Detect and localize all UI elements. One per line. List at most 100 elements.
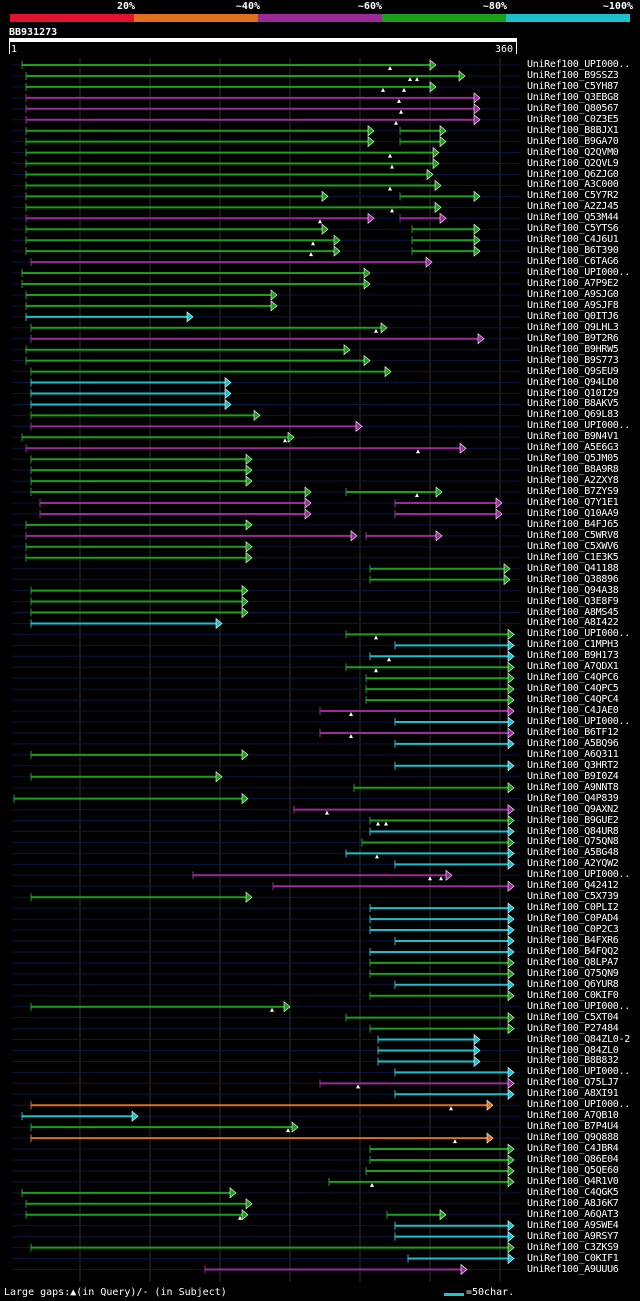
hit-row[interactable] (365, 683, 515, 695)
hit-row[interactable] (30, 606, 249, 619)
hit-row[interactable] (30, 1099, 494, 1111)
hit-row[interactable] (345, 661, 515, 673)
hit-row[interactable] (25, 530, 443, 542)
hit-label[interactable]: UniRef100_A7QB10 (527, 1110, 619, 1122)
hit-row[interactable] (369, 990, 515, 1002)
hit-row[interactable] (25, 355, 371, 367)
hit-label[interactable]: UniRef100_Q5QE60 (527, 1164, 619, 1176)
hit-label[interactable]: UniRef100_A9SJG0 (527, 288, 619, 300)
hit-row[interactable] (21, 267, 371, 279)
hit-row[interactable] (369, 825, 515, 838)
hit-label[interactable]: UniRef100_B8B832 (527, 1055, 619, 1067)
hit-row[interactable] (345, 1012, 515, 1024)
hit-row[interactable] (25, 212, 447, 224)
hit-row[interactable] (25, 442, 467, 454)
hit-label[interactable]: UniRef100_Q10I29 (527, 387, 619, 399)
hit-row[interactable] (394, 760, 515, 772)
hit-row[interactable] (30, 486, 443, 498)
hit-label[interactable]: UniRef100_Q84ZL0 (527, 1044, 619, 1056)
hit-label[interactable]: UniRef100_UPI000.. (527, 420, 630, 432)
hit-row[interactable] (30, 453, 253, 465)
hit-row[interactable] (25, 541, 253, 553)
hit-label[interactable]: UniRef100_C4JBR4 (527, 1143, 619, 1155)
hit-label[interactable]: UniRef100_Q6YUR8 (527, 978, 619, 990)
hit-label[interactable]: UniRef100_Q94A38 (527, 584, 619, 596)
hit-row[interactable] (30, 464, 253, 476)
hit-label[interactable]: UniRef100_A6Q311 (527, 748, 619, 760)
hit-label[interactable]: UniRef100_A5BQ96 (527, 737, 619, 749)
hit-row[interactable] (30, 749, 249, 761)
hit-row[interactable] (21, 1187, 237, 1199)
hit-label[interactable]: UniRef100_C5X739 (527, 891, 619, 903)
hit-label[interactable]: UniRef100_Q0ITJ6 (527, 310, 619, 322)
hit-row[interactable] (30, 595, 249, 608)
hit-label[interactable]: UniRef100_UPI000.. (527, 59, 630, 70)
hit-label[interactable]: UniRef100_B4FQQ2 (527, 945, 619, 957)
hit-label[interactable]: UniRef100_C4QPC6 (527, 672, 619, 684)
hit-label[interactable]: UniRef100_B9SSZ3 (527, 69, 619, 81)
hit-label[interactable]: UniRef100_A2ZJ45 (527, 201, 619, 213)
hit-label[interactable]: UniRef100_A8MS45 (527, 606, 619, 618)
hit-label[interactable]: UniRef100_B9H173 (527, 650, 619, 662)
hit-label[interactable]: UniRef100_Q9AXN2 (527, 803, 619, 815)
hit-row[interactable] (30, 333, 485, 345)
hit-row[interactable] (272, 880, 515, 892)
hit-label[interactable]: UniRef100_UPI000.. (527, 1000, 630, 1012)
hit-label[interactable]: UniRef100_B8BJX1 (527, 124, 619, 136)
hit-row[interactable] (394, 716, 515, 728)
hit-label[interactable]: UniRef100_Q9Q888 (527, 1132, 619, 1144)
hit-label[interactable]: UniRef100_C4QGK5 (527, 1186, 619, 1198)
hit-label[interactable]: UniRef100_Q84ZL0-2 (527, 1033, 630, 1045)
hit-label[interactable]: UniRef100_C5YTS6 (527, 223, 619, 235)
hit-row[interactable] (13, 793, 249, 805)
hit-label[interactable]: UniRef100_Q42412 (527, 880, 619, 892)
hit-row[interactable] (345, 847, 515, 860)
hit-label[interactable]: UniRef100_Q75QN9 (527, 967, 619, 979)
hit-label[interactable]: UniRef100_C5YH87 (527, 80, 619, 92)
hit-row[interactable] (369, 946, 515, 958)
hit-label[interactable]: UniRef100_UPI000.. (527, 628, 630, 640)
hit-row[interactable] (30, 322, 388, 334)
hit-row[interactable] (25, 190, 481, 203)
hit-row[interactable] (25, 136, 447, 148)
hit-label[interactable]: UniRef100_A2ZXY8 (527, 475, 619, 487)
hit-label[interactable]: UniRef100_B9T2R6 (527, 332, 619, 344)
hit-row[interactable] (25, 1198, 253, 1210)
hit-row[interactable] (25, 179, 442, 192)
hit-row[interactable] (394, 935, 515, 947)
hit-label[interactable]: UniRef100_P27484 (527, 1022, 619, 1034)
hit-row[interactable] (30, 256, 433, 268)
hit-row[interactable] (25, 103, 481, 115)
hit-label[interactable]: UniRef100_C5WRV8 (527, 529, 619, 541)
hit-label[interactable]: UniRef100_Q9SEU9 (527, 365, 619, 377)
hit-label[interactable]: UniRef100_Q6ZJG0 (527, 168, 619, 180)
hit-label[interactable]: UniRef100_C5Y7R2 (527, 190, 619, 202)
hit-row[interactable] (377, 1055, 481, 1068)
hit-label[interactable]: UniRef100_Q10AA9 (527, 507, 619, 519)
hit-label[interactable]: UniRef100_C0KIF0 (527, 989, 619, 1001)
hit-label[interactable]: UniRef100_A8XI91 (527, 1088, 619, 1100)
hit-row[interactable] (39, 497, 503, 509)
hit-label[interactable]: UniRef100_C1E3K5 (527, 551, 619, 563)
hit-row[interactable] (30, 1121, 299, 1133)
hit-row[interactable] (25, 146, 440, 159)
hit-row[interactable] (30, 475, 253, 487)
hit-label[interactable]: UniRef100_C0Z3E5 (527, 113, 619, 125)
hit-label[interactable]: UniRef100_Q38896 (527, 573, 619, 585)
hit-label[interactable]: UniRef100_Q94LD0 (527, 376, 619, 388)
hit-label[interactable]: UniRef100_C5XWV6 (527, 540, 619, 552)
hit-row[interactable] (25, 289, 278, 301)
hit-row[interactable] (25, 300, 278, 312)
hit-row[interactable] (394, 979, 515, 991)
hit-row[interactable] (369, 1143, 515, 1155)
hit-row[interactable] (21, 59, 437, 71)
hit-row[interactable] (30, 376, 232, 389)
hit-label[interactable]: UniRef100_C0PLI2 (527, 902, 619, 914)
hit-row[interactable] (30, 584, 249, 597)
hit-row[interactable] (369, 913, 515, 925)
hit-row[interactable] (39, 508, 503, 520)
hit-label[interactable]: UniRef100_A7QDX1 (527, 661, 619, 673)
hit-label[interactable]: UniRef100_A9SWE4 (527, 1219, 619, 1231)
hit-row[interactable] (25, 92, 481, 104)
hit-label[interactable]: UniRef100_A9RSY7 (527, 1230, 619, 1242)
